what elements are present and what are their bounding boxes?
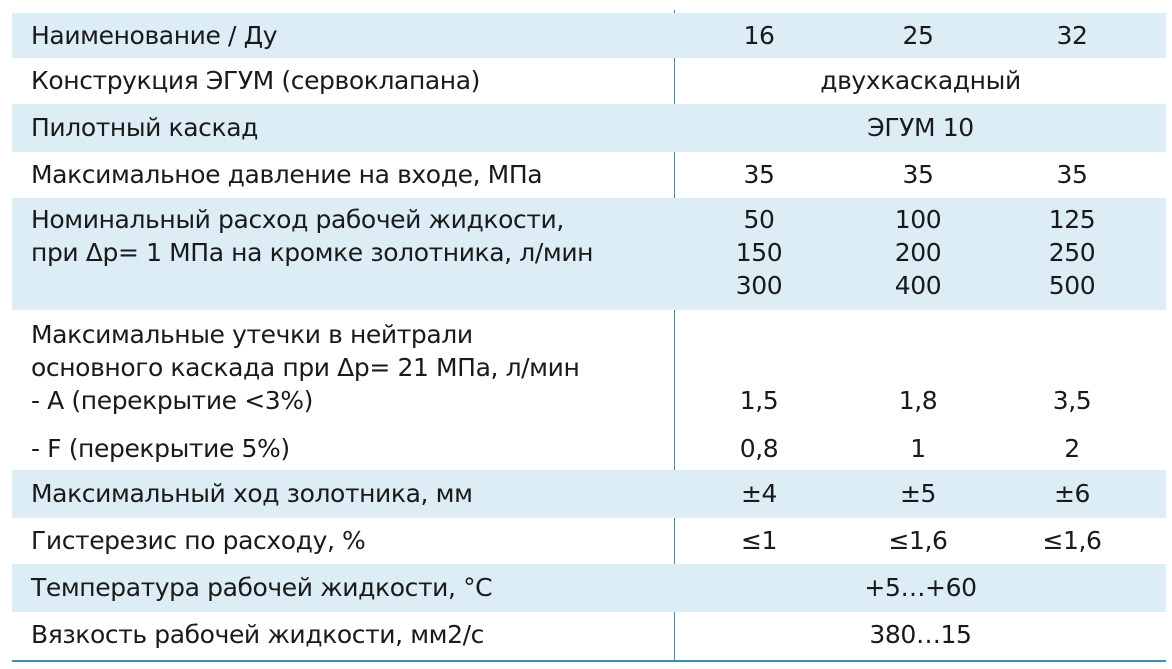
value-du16: 35 xyxy=(743,160,775,189)
value-all: +5…+60 xyxy=(864,573,977,602)
value-du25: 1,8 xyxy=(898,386,938,415)
value-line: 125 xyxy=(1048,205,1096,234)
value-line: 50 xyxy=(743,205,775,234)
value-line: 300 xyxy=(735,271,783,300)
value-line: 100 xyxy=(894,205,942,234)
value-du25: ±5 xyxy=(899,479,937,508)
row-label: Максимальное давление на входе, МПа xyxy=(31,160,543,189)
column-divider xyxy=(674,10,675,660)
value-du32: 32 xyxy=(1056,21,1088,50)
row-label: Пилотный каскад xyxy=(31,113,259,142)
value-line: 500 xyxy=(1048,271,1096,300)
table-row-leakage-f: - F (перекрытие 5%) 0,8 1 2 xyxy=(12,428,1166,470)
value-du32: 2 xyxy=(1064,434,1080,463)
row-label-line: основного каскада при Δр= 21 МПа, л/мин xyxy=(31,353,580,382)
value-line: 200 xyxy=(894,238,942,267)
value-du32: 125 250 500 xyxy=(1032,203,1112,302)
row-label: Гистерезис по расходу, % xyxy=(31,526,366,555)
row-label: Температура рабочей жидкости, °C xyxy=(31,573,493,602)
row-label: Максимальные утечки в нейтрали основного… xyxy=(31,318,580,417)
table-row-pilot-stage: Пилотный каскад ЭГУМ 10 xyxy=(12,104,1166,152)
table-row-construction: Конструкция ЭГУМ (сервоклапана) двухкаск… xyxy=(12,58,1166,104)
value-du16: ≤1 xyxy=(740,526,778,555)
table-row-viscosity: Вязкость рабочей жидкости, мм2/с 380…15 xyxy=(12,612,1166,658)
value-du16: ±4 xyxy=(740,479,778,508)
table-row-hysteresis: Гистерезис по расходу, % ≤1 ≤1,6 ≤1,6 xyxy=(12,518,1166,564)
value-all: 380…15 xyxy=(869,620,972,649)
value-du16: 1,5 xyxy=(739,386,779,415)
row-label-line: Номинальный расход рабочей жидкости, xyxy=(31,205,564,234)
value-du32: 3,5 xyxy=(1052,386,1092,415)
value-du25: ≤1,6 xyxy=(888,526,948,555)
value-line: 150 xyxy=(735,238,783,267)
value-du32: ≤1,6 xyxy=(1042,526,1102,555)
value-du32: 35 xyxy=(1056,160,1088,189)
value-du25: 25 xyxy=(902,21,934,50)
value-du16: 0,8 xyxy=(739,434,779,463)
row-label: Наименование / Ду xyxy=(31,21,278,50)
value-du25: 1 xyxy=(910,434,926,463)
table-row-spool-stroke: Максимальный ход золотника, мм ±4 ±5 ±6 xyxy=(12,470,1166,518)
value-du32: ±6 xyxy=(1053,479,1091,508)
row-label: Вязкость рабочей жидкости, мм2/с xyxy=(31,620,485,649)
value-all: двухкаскадный xyxy=(820,66,1021,95)
table-row-max-leakage: Максимальные утечки в нейтрали основного… xyxy=(12,310,1166,428)
table-row-max-pressure: Максимальное давление на входе, МПа 35 3… xyxy=(12,152,1166,198)
row-label-line: - A (перекрытие <3%) xyxy=(31,386,313,415)
row-label-line: Максимальные утечки в нейтрали xyxy=(31,320,473,349)
row-label-line: при Δр= 1 МПа на кромке золотника, л/мин xyxy=(31,238,594,267)
value-du16: 50 150 300 xyxy=(719,203,799,302)
row-label: Номинальный расход рабочей жидкости, при… xyxy=(31,203,594,269)
value-du25: 100 200 400 xyxy=(878,203,958,302)
table-row-nominal-flow: Номинальный расход рабочей жидкости, при… xyxy=(12,198,1166,310)
value-du16: 16 xyxy=(743,21,775,50)
row-label: Конструкция ЭГУМ (сервоклапана) xyxy=(31,66,481,95)
row-label: Максимальный ход золотника, мм xyxy=(31,479,473,508)
row-label: - F (перекрытие 5%) xyxy=(31,434,290,463)
table-row-temperature: Температура рабочей жидкости, °C +5…+60 xyxy=(12,564,1166,612)
table-row-header: Наименование / Ду 16 25 32 xyxy=(12,13,1166,58)
value-du25: 35 xyxy=(902,160,934,189)
value-line: 400 xyxy=(894,271,942,300)
value-all: ЭГУМ 10 xyxy=(867,113,974,142)
value-line: 250 xyxy=(1048,238,1096,267)
specs-table: Наименование / Ду 16 25 32 Конструкция Э… xyxy=(12,10,1166,662)
